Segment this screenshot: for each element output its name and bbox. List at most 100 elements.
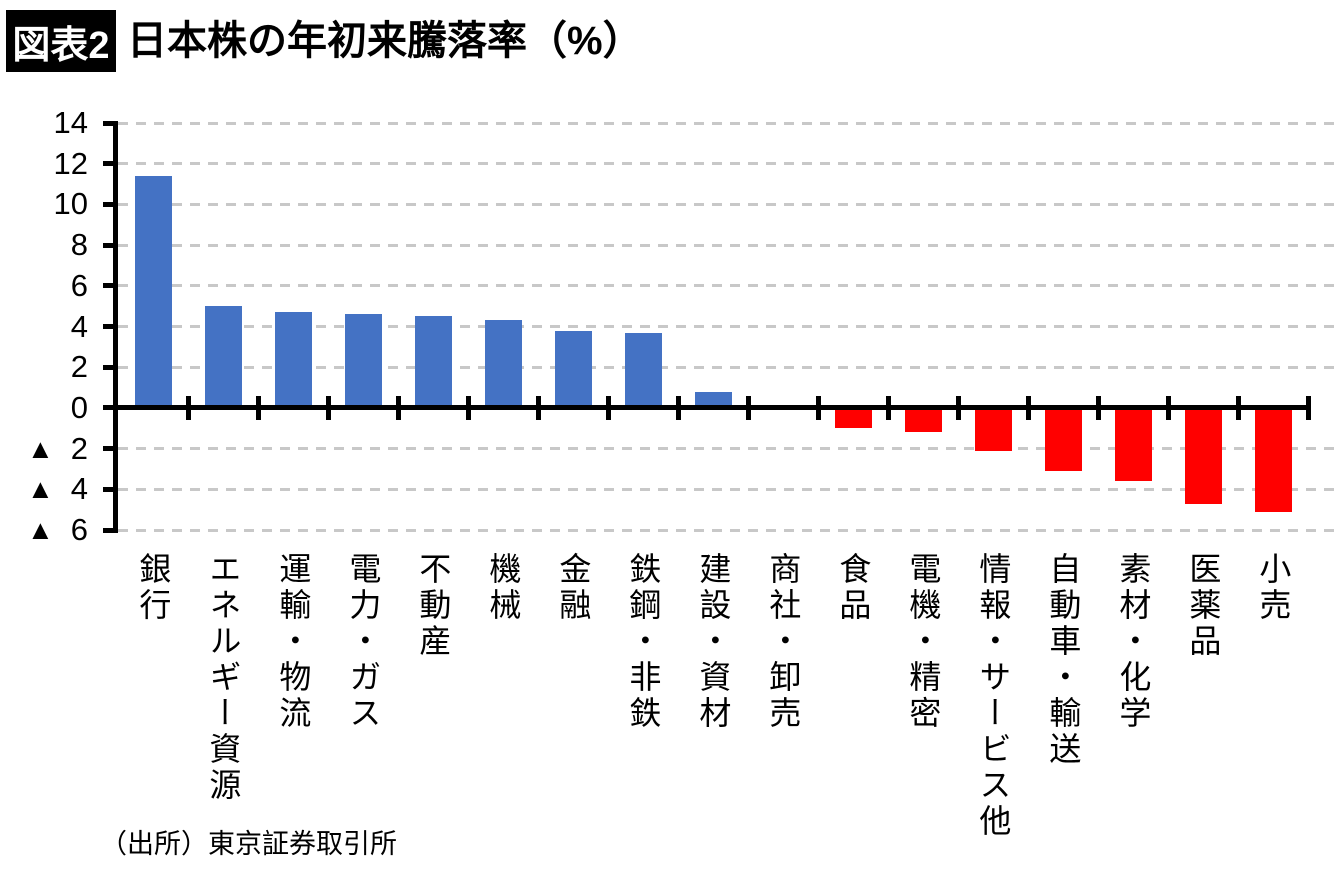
gridline [118,162,1335,166]
y-axis-label-number: 4 [70,471,88,507]
x-axis-label-text: 不動産 [415,552,452,660]
bar-3 [274,312,312,408]
y-axis-label-number: 2 [70,430,88,466]
x-axis-label-text: 食品 [835,552,872,624]
x-axis-label: 電機・精密 [888,552,958,732]
y-axis-label: 8 [70,227,88,263]
gridline [118,121,1335,125]
bar-13 [974,407,1012,451]
y-axis-label: 6 [70,267,88,303]
bar-15 [1114,407,1152,482]
x-axis-tick [185,395,191,420]
y-axis-tick [103,364,118,370]
x-axis-label-text: 鉄鋼・非鉄 [625,552,662,732]
x-axis-label-text: 運輸・物流 [275,552,312,732]
x-axis-label: 鉄鋼・非鉄 [608,552,678,732]
y-axis-tick [103,283,118,289]
bar-6 [484,320,522,408]
x-axis-tick [465,395,471,420]
x-axis-label: 金融 [538,552,608,624]
x-axis-tick [675,395,681,420]
zero-axis-line [113,405,1311,411]
x-axis-label-text: 建設・資材 [695,552,732,732]
x-axis-label-text: 機械 [485,552,522,624]
x-axis-tick [1095,395,1101,420]
x-axis-tick [325,395,331,420]
bar-17 [1254,407,1292,512]
chart-title: 日本株の年初来騰落率（%） [127,19,643,63]
x-axis-label: 自動車・輸送 [1028,552,1098,768]
bar-5 [414,316,452,408]
bar-9 [694,391,732,408]
negative-triangle-icon: ▲ [27,474,54,505]
y-axis-tick [103,242,118,248]
gridline [118,365,1335,369]
x-axis-tick [885,395,891,420]
x-axis-label-text: 小売 [1255,552,1292,624]
x-axis-label: 素材・化学 [1098,552,1168,732]
y-axis-label: ▲ 4 [0,471,88,507]
x-axis-tick [1235,395,1241,420]
x-axis-label-text: 電機・精密 [905,552,942,732]
x-axis-label: 医薬品 [1168,552,1238,660]
y-axis-label: ▲ 6 [0,512,88,548]
y-axis-tick [103,201,118,207]
x-axis-tick [1165,395,1171,420]
x-axis-label: 商社・卸売 [748,552,818,732]
gridline [118,243,1335,247]
y-axis-label: 4 [70,308,88,344]
x-axis-label-text: 素材・化学 [1115,552,1152,732]
x-axis-label: 電力・ガス [328,552,398,732]
x-axis-label-text: 商社・卸売 [765,552,802,732]
gridline [118,487,1335,491]
negative-triangle-icon: ▲ [27,433,54,464]
y-axis-label: 10 [53,186,88,222]
bar-4 [344,314,382,408]
x-axis-label-text: 自動車・輸送 [1045,552,1082,768]
x-axis-label: 建設・資材 [678,552,748,732]
bar-8 [624,332,662,408]
x-axis-tick [745,395,751,420]
x-axis-label-text: 電力・ガス [345,552,382,732]
bar-11 [834,407,872,429]
x-axis-tick [395,395,401,420]
y-axis-tick [103,405,118,411]
x-axis-tick [1305,395,1311,420]
bar-1 [134,175,172,408]
x-axis-label: 不動産 [398,552,468,660]
x-axis-tick [815,395,821,420]
x-axis-tick [955,395,961,420]
bar-7 [554,330,592,408]
x-axis-label: 食品 [818,552,888,624]
y-axis-tick [103,486,118,492]
source-note: （出所）東京証券取引所 [100,829,397,859]
x-axis-tick [255,395,261,420]
x-axis-tick [535,395,541,420]
gridline [118,325,1335,328]
x-axis-label-text: 医薬品 [1185,552,1222,660]
x-axis-label: 運輸・物流 [258,552,328,732]
y-axis-label: 0 [70,389,88,425]
gridline [118,202,1335,206]
y-axis-tick [103,120,118,126]
y-axis-tick [103,446,118,452]
gridline [118,528,1335,532]
x-axis-label: 銀行 [118,552,188,624]
negative-triangle-icon: ▲ [27,515,54,545]
x-axis-label-text: 情報・サービス他 [975,552,1012,840]
x-axis-tick [1025,395,1031,420]
x-axis-tick [605,395,611,420]
figure-number-badge: 図表2 [6,10,116,72]
gridline [118,447,1335,451]
y-axis-tick [103,527,118,533]
y-axis-tick [103,161,118,167]
y-axis-label: 14 [53,105,88,140]
gridline [118,284,1335,288]
x-axis-label: 情報・サービス他 [958,552,1028,840]
bar-16 [1184,407,1222,504]
x-axis-label: 小売 [1238,552,1308,624]
bar-12 [904,407,942,433]
bar-2 [204,306,242,408]
